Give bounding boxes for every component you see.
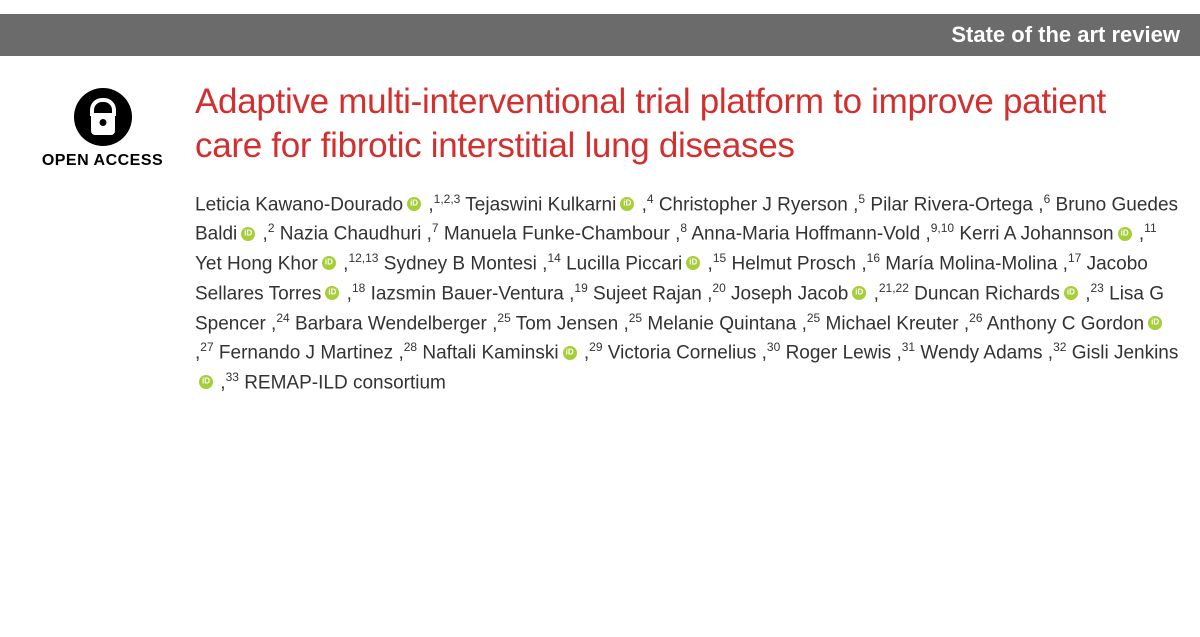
author-name: Manuela Funke-Chambour — [444, 224, 670, 245]
author-name: Gisli Jenkins — [1072, 343, 1179, 364]
author-name: Anna-Maria Hoffmann-Vold — [691, 224, 920, 245]
author-affiliation: 7 — [432, 221, 439, 235]
author-affiliation: 11 — [1144, 221, 1156, 235]
author-affiliation: 25 — [629, 311, 642, 325]
author-name: Kerri A Johannson — [959, 224, 1113, 245]
author-name: Helmut Prosch — [731, 253, 856, 274]
author-affiliation: 6 — [1044, 192, 1051, 206]
author-name: Michael Kreuter — [826, 313, 959, 334]
author-name: Joseph Jacob — [731, 283, 848, 304]
orcid-icon[interactable] — [852, 286, 866, 300]
author-affiliation: 8 — [680, 221, 687, 235]
orcid-icon[interactable] — [1064, 286, 1078, 300]
author-name: María Molina-Molina — [885, 253, 1057, 274]
author-affiliation: 20 — [712, 281, 725, 295]
author-affiliation: 25 — [497, 311, 510, 325]
author-affiliation: 26 — [969, 311, 982, 325]
author-affiliation: 14 — [547, 251, 560, 265]
article-main: Adaptive multi-interventional trial plat… — [185, 80, 1180, 398]
author-name: Sujeet Rajan — [593, 283, 702, 304]
author-affiliation: 12,13 — [348, 251, 378, 265]
author-affiliation: 18 — [352, 281, 365, 295]
author-affiliation: 29 — [589, 340, 602, 354]
author-name: Anthony C Gordon — [987, 313, 1144, 334]
orcid-icon[interactable] — [686, 256, 700, 270]
author-name: Yet Hong Khor — [195, 253, 318, 274]
author-name: Leticia Kawano-Dourado — [195, 194, 403, 215]
author-affiliation: 1,2,3 — [434, 192, 461, 206]
author-name: Sydney B Montesi — [384, 253, 537, 274]
author-name: Fernando J Martinez — [219, 343, 393, 364]
article-content: OPEN ACCESS Adaptive multi-interventiona… — [0, 56, 1200, 398]
author-list: Leticia Kawano-Dourado ,1,2,3 Tejaswini … — [195, 190, 1180, 398]
author-affiliation: 24 — [276, 311, 289, 325]
author-affiliation: 25 — [807, 311, 820, 325]
author-name: Lucilla Piccari — [566, 253, 682, 274]
open-access-icon — [74, 88, 132, 146]
author-affiliation: 4 — [647, 192, 654, 206]
author-affiliation: 19 — [574, 281, 587, 295]
author-affiliation: 16 — [867, 251, 880, 265]
author-affiliation: 17 — [1068, 251, 1081, 265]
orcid-icon[interactable] — [199, 375, 213, 389]
author-name: Iazsmin Bauer-Ventura — [371, 283, 564, 304]
author-name: Pilar Rivera-Ortega — [870, 194, 1033, 215]
author-affiliation: 23 — [1090, 281, 1103, 295]
author-affiliation: 5 — [858, 192, 865, 206]
author-name: Nazia Chaudhuri — [280, 224, 422, 245]
banner-text: State of the art review — [951, 22, 1180, 47]
open-access-label: OPEN ACCESS — [20, 152, 185, 170]
author-name: Victoria Cornelius — [608, 343, 757, 364]
author-affiliation: 28 — [404, 340, 417, 354]
author-affiliation: 27 — [200, 340, 213, 354]
open-access-sidebar: OPEN ACCESS — [20, 80, 185, 398]
author-name: Duncan Richards — [914, 283, 1060, 304]
orcid-icon[interactable] — [620, 197, 634, 211]
author-affiliation: 30 — [767, 340, 780, 354]
review-type-banner: State of the art review — [0, 14, 1200, 56]
orcid-icon[interactable] — [325, 286, 339, 300]
author-affiliation: 9,10 — [931, 221, 954, 235]
author-name: Tom Jensen — [516, 313, 618, 334]
author-affiliation: 21,22 — [879, 281, 909, 295]
author-affiliation: 33 — [226, 370, 239, 384]
author-affiliation: 32 — [1053, 340, 1066, 354]
author-affiliation: 2 — [268, 221, 275, 235]
author-name: Barbara Wendelberger — [295, 313, 487, 334]
author-name: REMAP-ILD consortium — [244, 372, 446, 393]
orcid-icon[interactable] — [322, 256, 336, 270]
author-name: Wendy Adams — [920, 343, 1042, 364]
author-name: Tejaswini Kulkarni — [465, 194, 616, 215]
author-name: Roger Lewis — [786, 343, 892, 364]
article-title: Adaptive multi-interventional trial plat… — [195, 80, 1180, 168]
orcid-icon[interactable] — [407, 197, 421, 211]
orcid-icon[interactable] — [1118, 227, 1132, 241]
orcid-icon[interactable] — [563, 346, 577, 360]
author-name: Naftali Kaminski — [422, 343, 558, 364]
author-affiliation: 31 — [902, 340, 915, 354]
author-name: Christopher J Ryerson — [659, 194, 848, 215]
orcid-icon[interactable] — [241, 227, 255, 241]
author-affiliation: 15 — [713, 251, 726, 265]
author-name: Melanie Quintana — [647, 313, 796, 334]
orcid-icon[interactable] — [1148, 316, 1162, 330]
